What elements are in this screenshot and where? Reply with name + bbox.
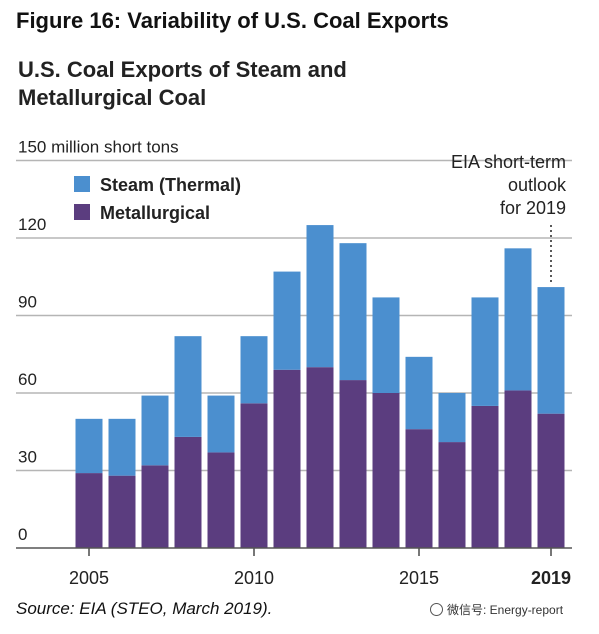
- legend-label: Steam (Thermal): [100, 175, 241, 195]
- y-tick-label: 90: [18, 293, 37, 312]
- bar-metallurgical-2010: [240, 403, 268, 548]
- bar-metallurgical-2007: [141, 465, 169, 548]
- annotation-text: EIA short-term: [451, 152, 566, 172]
- bar-metallurgical-2013: [339, 380, 367, 548]
- chart-title: U.S. Coal Exports of Steam and Metallurg…: [18, 57, 347, 110]
- figure-title: Figure 16: Variability of U.S. Coal Expo…: [16, 8, 449, 33]
- bar-metallurgical-2018: [504, 390, 532, 548]
- bar-metallurgical-2014: [372, 393, 400, 548]
- bar-metallurgical-2006: [108, 475, 136, 548]
- bar-steam-2005: [75, 418, 103, 474]
- y-tick-label: 0: [18, 525, 27, 544]
- watermark-text: 微信号: Energy-report: [447, 603, 564, 617]
- bar-steam-2012: [306, 225, 334, 368]
- bar-metallurgical-2009: [207, 452, 235, 548]
- bar-steam-2006: [108, 418, 136, 476]
- bar-steam-2016: [438, 393, 466, 443]
- bar-metallurgical-2008: [174, 436, 202, 548]
- axes: 0 30 60 90 120 150 million short tons 2005 2010…: [16, 138, 572, 588]
- wechat-icon: [430, 603, 443, 616]
- source-note: Source: EIA (STEO, March 2019).: [16, 599, 273, 618]
- bars: [75, 225, 565, 548]
- stacked-bar-chart: 0 30 60 90 120 150 million short tons 2005 2010…: [16, 138, 572, 588]
- bar-steam-2015: [405, 356, 433, 430]
- y-tick-label: 30: [18, 448, 37, 467]
- bar-metallurgical-2012: [306, 367, 334, 548]
- annotation: EIA short-term outlook for 2019: [451, 152, 567, 284]
- bar-steam-2013: [339, 243, 367, 381]
- x-tick-label: 2010: [234, 568, 274, 588]
- bar-metallurgical-2017: [471, 405, 499, 548]
- watermark: 微信号: Energy-report: [430, 601, 563, 618]
- annotation-text: outlook: [508, 175, 567, 195]
- bar-metallurgical-2016: [438, 442, 466, 548]
- bar-steam-2011: [273, 271, 301, 370]
- x-tick-label: 2005: [69, 568, 109, 588]
- bar-metallurgical-2011: [273, 369, 301, 548]
- x-tick-label: 2015: [399, 568, 439, 588]
- annotation-text: for 2019: [500, 198, 566, 218]
- legend-label: Metallurgical: [100, 203, 210, 223]
- bar-steam-2019: [537, 287, 565, 414]
- y-axis-label: 150 million short tons: [18, 138, 179, 157]
- bar-steam-2007: [141, 395, 169, 466]
- bar-steam-2008: [174, 336, 202, 437]
- bar-steam-2017: [471, 297, 499, 406]
- legend-swatch: [74, 176, 90, 192]
- bar-metallurgical-2015: [405, 429, 433, 548]
- x-tick-label: 2019: [531, 568, 571, 588]
- y-tick-label: 60: [18, 370, 37, 389]
- bar-steam-2010: [240, 336, 268, 404]
- legend-swatch: [74, 204, 90, 220]
- bar-metallurgical-2019: [537, 413, 565, 548]
- bar-steam-2009: [207, 395, 235, 453]
- bar-steam-2014: [372, 297, 400, 393]
- y-tick-label: 120: [18, 215, 46, 234]
- bar-metallurgical-2005: [75, 473, 103, 548]
- legend: Steam (Thermal) Metallurgical: [74, 175, 241, 223]
- bar-steam-2018: [504, 248, 532, 391]
